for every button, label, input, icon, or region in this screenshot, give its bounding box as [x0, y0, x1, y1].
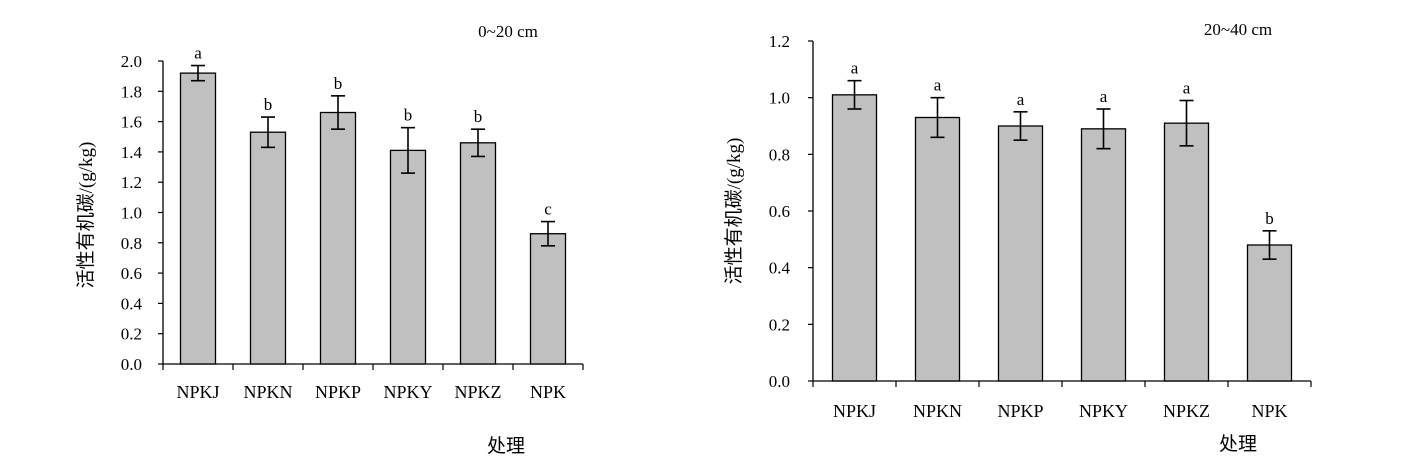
- significance-label: b: [264, 95, 273, 114]
- x-tick-label: NPKP: [997, 401, 1043, 421]
- y-tick-label: 0.2: [769, 315, 790, 334]
- x-tick-label: NPKZ: [1163, 401, 1210, 421]
- bar-npky: [389, 149, 427, 365]
- bar-npky: [1080, 128, 1127, 382]
- x-tick-label: NPKP: [315, 382, 361, 402]
- chart-panel-20-40cm: 20~40 cm 活性有机碳/(g/kg) 处理 0.0 0.2 0.4 0.6 0.8…: [723, 20, 1312, 455]
- x-axis-title: 处理: [487, 435, 525, 457]
- y-tick-label: 0.8: [121, 234, 142, 253]
- y-axis-title: 活性有机碳/(g/kg): [75, 142, 97, 289]
- y-tick-label: 0.0: [769, 372, 790, 391]
- bar-npk: [529, 233, 567, 365]
- x-tick-label: NPK: [530, 382, 566, 402]
- significance-label: a: [1100, 87, 1108, 106]
- significance-label: b: [334, 74, 343, 93]
- significance-label: b: [404, 106, 413, 125]
- bar-npkj: [831, 94, 878, 382]
- y-tick-label: 2.0: [121, 52, 142, 71]
- x-tick-label: NPKN: [913, 401, 962, 421]
- significance-label: a: [851, 59, 859, 78]
- x-axis-title: 处理: [1219, 433, 1257, 455]
- y-tick-label: 1.2: [769, 32, 790, 51]
- y-tick-label: 0.2: [121, 325, 142, 344]
- x-tick-label: NPKN: [243, 382, 292, 402]
- x-tick-label: NPKY: [1079, 401, 1128, 421]
- bar-npkz: [459, 142, 497, 365]
- y-tick-label: 0.4: [769, 259, 791, 278]
- y-tick-label: 1.4: [121, 143, 143, 162]
- plot-area: 0.0 0.2 0.4 0.6 0.8 1.0 1.2 1.4 1.6 1.8 2.0 a NPKJ b N…: [121, 44, 584, 402]
- chart-title: 0~20 cm: [478, 22, 538, 41]
- bar-npk: [1246, 244, 1293, 382]
- x-tick-label: NPKJ: [176, 382, 219, 402]
- y-tick-label: 1.0: [121, 204, 142, 223]
- x-tick-label: NPKY: [383, 382, 432, 402]
- bar-npkn: [249, 131, 287, 365]
- y-tick-label: 1.0: [769, 89, 790, 108]
- bar-npkn: [914, 116, 961, 382]
- significance-label: a: [1183, 79, 1191, 98]
- y-tick-label: 0.8: [769, 145, 790, 164]
- significance-label: a: [934, 76, 942, 95]
- significance-label: a: [1017, 90, 1025, 109]
- x-tick-label: NPK: [1251, 401, 1287, 421]
- y-tick-label: 1.2: [121, 173, 142, 192]
- significance-label: c: [544, 200, 552, 219]
- significance-label: b: [1265, 209, 1274, 228]
- bar-npkp: [319, 111, 357, 365]
- bar-npkj: [179, 72, 217, 365]
- y-axis-title: 活性有机碳/(g/kg): [723, 138, 745, 285]
- y-tick-label: 1.6: [121, 113, 142, 132]
- x-tick-label: NPKZ: [454, 382, 501, 402]
- bar-npkp: [997, 125, 1044, 382]
- y-tick-label: 1.8: [121, 82, 142, 101]
- y-tick-label: 0.0: [121, 355, 142, 374]
- y-tick-label: 0.4: [121, 294, 143, 313]
- chart-title: 20~40 cm: [1204, 20, 1272, 39]
- plot-area: 0.0 0.2 0.4 0.6 0.8 1.0 1.2 a NPKJ a NPKN a NPKP a NPK…: [769, 32, 1312, 421]
- y-tick-label: 0.6: [769, 202, 790, 221]
- chart-panel-0-20cm: 0~20 cm 活性有机碳/(g/kg) 处理 0.0 0.2 0.4 0.6 0.8 1…: [75, 22, 584, 457]
- y-tick-label: 0.6: [121, 264, 142, 283]
- significance-label: a: [194, 44, 202, 63]
- bar-npkz: [1163, 122, 1210, 382]
- significance-label: b: [474, 107, 483, 126]
- x-tick-label: NPKJ: [833, 401, 876, 421]
